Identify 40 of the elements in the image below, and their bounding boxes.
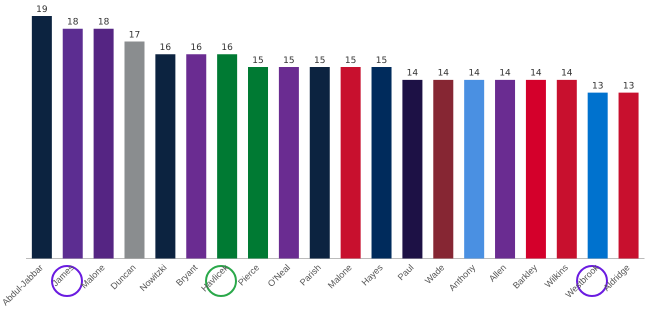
data-label: 18 <box>98 18 110 28</box>
data-label: 16 <box>221 43 234 54</box>
data-label: 14 <box>561 68 573 79</box>
bar <box>32 16 52 259</box>
data-label: 15 <box>314 56 326 66</box>
bar <box>124 42 144 259</box>
data-label: 15 <box>252 56 264 66</box>
data-label: 17 <box>128 30 140 40</box>
bar <box>526 80 546 259</box>
bar <box>372 67 392 259</box>
bar <box>433 80 454 259</box>
data-label: 14 <box>406 68 418 79</box>
bar <box>248 67 268 259</box>
data-label: 19 <box>36 4 48 15</box>
data-label: 13 <box>622 81 634 92</box>
bar <box>94 28 114 259</box>
data-label: 16 <box>190 43 202 54</box>
bar <box>402 80 422 259</box>
bar <box>464 80 484 259</box>
bar <box>495 80 516 259</box>
data-label: 14 <box>438 68 450 79</box>
bar <box>62 28 83 259</box>
data-label: 18 <box>67 18 79 28</box>
bar <box>217 54 238 259</box>
data-label: 15 <box>376 56 388 66</box>
data-label: 16 <box>160 43 172 54</box>
bar <box>588 92 608 259</box>
bar <box>155 54 176 259</box>
data-label: 14 <box>468 68 480 79</box>
bar <box>310 67 330 259</box>
data-label: 14 <box>499 68 512 79</box>
data-label: 15 <box>344 56 356 66</box>
bar <box>278 67 299 259</box>
bar <box>186 54 206 259</box>
data-label: 15 <box>283 56 295 66</box>
bar <box>556 80 577 259</box>
bar <box>340 67 361 259</box>
data-label: 14 <box>530 68 542 79</box>
data-label: 13 <box>592 81 604 92</box>
bar <box>618 92 639 259</box>
